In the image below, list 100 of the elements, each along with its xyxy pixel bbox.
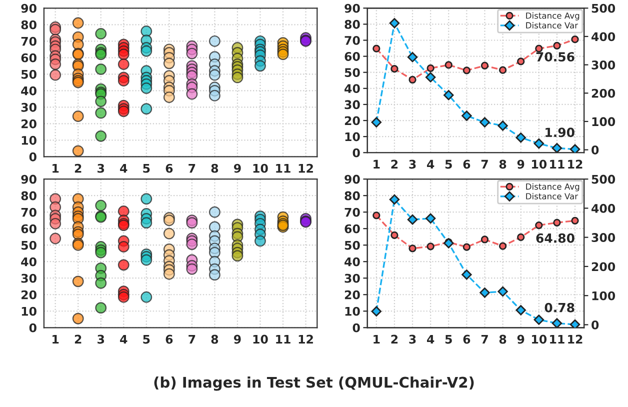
y-tick-label: 70: [344, 208, 360, 217]
y-tick-label: 60: [21, 53, 36, 62]
x-tick-label: 11: [550, 334, 564, 344]
y-tick-label: 20: [344, 116, 360, 126]
y2-tick-label: 500: [592, 4, 616, 13]
y-tick-label: 10: [22, 306, 36, 316]
y2-tick-label: 300: [592, 60, 616, 70]
x-tick-label: 12: [568, 334, 582, 344]
x-tick-label: 9: [517, 334, 524, 344]
y-tick-label: 50: [22, 240, 36, 250]
y-tick-label: 50: [344, 68, 360, 78]
y-tick-label: 40: [344, 257, 360, 266]
x-tick-label: 6: [166, 334, 173, 344]
y-tick-label: 30: [21, 274, 36, 283]
x-tick-label: 6: [166, 164, 173, 173]
y2-tick-label: 300: [592, 233, 616, 242]
x-tick-label: 11: [276, 164, 290, 173]
x-tick-label: 9: [234, 164, 241, 173]
y-tick-label: 0: [29, 152, 36, 162]
x-tick-label: 2: [391, 334, 398, 344]
y-tick-label: 20: [22, 119, 36, 128]
x-tick-label: 7: [188, 334, 196, 344]
x-tick-label: 8: [499, 160, 506, 169]
x-tick-label: 12: [568, 160, 582, 169]
text: (b) Images in Test Set (QMUL-Chair-V2): [154, 376, 474, 391]
y-tick-label: 60: [344, 224, 360, 234]
y-tick-label: 10: [345, 132, 360, 142]
y-tick-label: 10: [345, 306, 360, 316]
x-tick-label: 12: [298, 164, 313, 173]
y-tick-label: 50: [22, 70, 36, 79]
x-tick-label: 6: [463, 334, 470, 344]
y-tick-label: 70: [21, 208, 36, 217]
legend-label: Distance Avg: [526, 183, 580, 192]
y-tick-label: 30: [21, 102, 36, 112]
x-tick-label: 3: [98, 334, 104, 344]
x-tick-label: 4: [426, 334, 434, 344]
x-tick-label: 10: [253, 334, 268, 344]
x-tick-label: 5: [445, 334, 452, 344]
y-tick-label: 30: [344, 274, 360, 283]
y2-tick-label: 400: [592, 32, 616, 42]
y-tick-label: 40: [344, 84, 360, 94]
x-tick-label: 11: [550, 160, 564, 169]
y-tick-label: 50: [344, 240, 360, 250]
y2-tick-label: 0: [592, 320, 599, 330]
y-tick-label: 0: [352, 323, 360, 332]
x-tick-label: 5: [143, 164, 150, 173]
x-tick-label: 8: [211, 164, 218, 173]
y-tick-label: 80: [344, 191, 360, 200]
y-tick-label: 20: [22, 290, 36, 300]
y-tick-label: 90: [21, 174, 36, 184]
x-tick-label: 4: [120, 164, 128, 173]
x-tick-label: 10: [532, 334, 547, 344]
x-tick-label: 3: [98, 164, 104, 173]
y-tick-label: 30: [344, 100, 360, 110]
x-tick-label: 8: [499, 334, 506, 344]
x-tick-label: 4: [426, 160, 434, 169]
x-tick-label: 7: [481, 160, 488, 169]
x-tick-label: 10: [532, 160, 547, 169]
y-tick-label: 10: [22, 136, 36, 145]
data-label: 70.56: [536, 52, 574, 62]
x-tick-label: 7: [188, 164, 196, 173]
y2-tick-label: 500: [592, 174, 616, 184]
x-tick-label: 7: [481, 334, 488, 344]
x-tick-label: 2: [391, 160, 398, 169]
x-tick-label: 9: [517, 160, 524, 169]
y-tick-label: 20: [344, 290, 360, 300]
data-label: 0.78: [544, 302, 574, 312]
legend-label: Distance Avg: [526, 12, 580, 20]
y-tick-label: 90: [344, 4, 360, 13]
x-tick-label: 1: [374, 160, 380, 169]
x-tick-label: 5: [445, 160, 452, 169]
y-tick-label: 60: [21, 224, 36, 234]
y-tick-label: 70: [344, 36, 360, 45]
y-tick-label: 80: [21, 191, 36, 200]
x-tick-label: 8: [211, 334, 218, 344]
x-tick-label: 2: [74, 164, 82, 173]
x-tick-label: 12: [298, 334, 313, 344]
x-tick-label: 6: [463, 160, 470, 169]
y2-tick-label: 0: [592, 146, 599, 154]
x-tick-label: 2: [74, 334, 82, 344]
y2-tick-label: 400: [592, 204, 616, 213]
y-tick-label: 40: [21, 86, 36, 96]
y-tick-label: 90: [344, 174, 360, 184]
y2-tick-label: 100: [592, 291, 616, 300]
x-tick-label: 1: [52, 164, 59, 173]
y2-tick-label: 200: [592, 262, 616, 272]
y-tick-label: 90: [21, 4, 36, 13]
legend-label: Distance Var: [526, 22, 578, 28]
y-tick-label: 40: [21, 257, 36, 266]
y2-tick-label: 100: [592, 117, 616, 126]
data-label: 1.90: [546, 128, 574, 138]
y-tick-label: 80: [344, 20, 360, 29]
x-tick-label: 10: [253, 164, 268, 173]
y-tick-label: 70: [21, 36, 36, 46]
x-tick-label: 3: [409, 334, 416, 344]
x-tick-label: 9: [234, 334, 241, 344]
x-tick-label: 5: [143, 334, 150, 344]
x-tick-label: 1: [52, 334, 59, 344]
y2-tick-label: 200: [592, 88, 616, 98]
x-tick-label: 11: [276, 334, 290, 344]
